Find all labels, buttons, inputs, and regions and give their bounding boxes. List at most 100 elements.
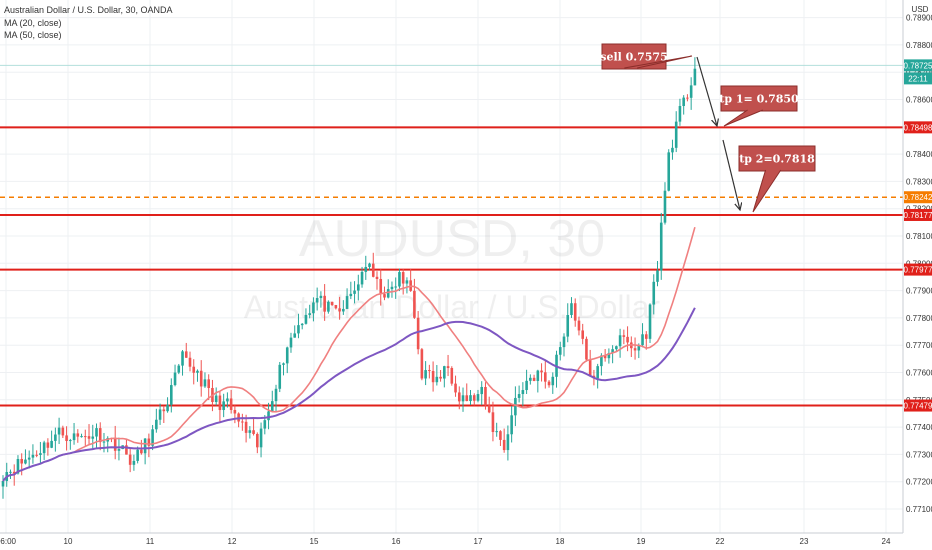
candle-body	[529, 377, 532, 381]
candle-body	[12, 471, 16, 474]
time-axis[interactable]: 06:00 10 11 12 15 16 17 18 19 22 23 24	[0, 532, 903, 546]
candle-body	[375, 276, 379, 279]
candle-body	[596, 366, 599, 379]
x-tick-label: 17	[474, 537, 483, 546]
candle-body	[435, 376, 439, 383]
candle-body	[499, 431, 502, 440]
candle-body	[521, 390, 525, 395]
candle-body	[667, 152, 671, 191]
candle-body	[289, 337, 293, 348]
candle-body	[656, 270, 659, 282]
candle-body	[207, 379, 210, 388]
callout-tp1-box	[720, 85, 798, 112]
candle-body	[270, 401, 274, 412]
candle-body	[274, 388, 278, 402]
countdown-label: 22:11	[908, 74, 928, 83]
candle-body	[536, 370, 540, 381]
candle-body	[102, 441, 106, 443]
candle-body	[495, 431, 498, 433]
candle-body	[484, 386, 487, 406]
legend-ma50: MA (50, close)	[4, 30, 62, 40]
candle-body	[394, 286, 397, 288]
candle-body	[267, 411, 270, 421]
candle-body	[327, 301, 330, 312]
candle-body	[140, 449, 143, 454]
level-price-label: 0.77479	[904, 402, 932, 411]
x-tick-label: 18	[556, 537, 565, 546]
candle-body	[57, 427, 61, 435]
candle-body	[334, 305, 338, 309]
x-tick-label: 22	[716, 537, 725, 546]
candle-body	[532, 377, 536, 381]
candle-body	[431, 370, 435, 383]
candle-body	[125, 445, 128, 455]
candle-body	[256, 433, 259, 448]
countdown-tag	[904, 72, 932, 85]
candle-body	[686, 97, 689, 99]
candle-body	[577, 320, 581, 331]
candle-body	[248, 430, 252, 433]
candle-body	[420, 349, 424, 379]
candle-body	[308, 313, 311, 315]
candle-body	[383, 294, 386, 298]
level-price-label: 0.77977	[904, 266, 932, 275]
x-tick-label: 10	[64, 537, 73, 546]
candle-body	[72, 433, 76, 441]
candle-body	[181, 351, 184, 366]
candle-body	[562, 336, 566, 348]
candle-body	[35, 454, 38, 456]
candle-body	[330, 301, 334, 306]
candle-body	[588, 359, 592, 376]
candle-body	[540, 370, 543, 373]
level-price-tag	[904, 121, 932, 134]
candle-body	[405, 280, 409, 284]
candle-body	[95, 428, 98, 437]
candle-body	[454, 383, 457, 393]
candle-body	[244, 421, 248, 433]
candle-body	[173, 372, 177, 386]
candle-body	[622, 335, 626, 337]
candle-body	[360, 271, 364, 285]
candle-body	[544, 372, 547, 382]
candle-body	[147, 438, 151, 446]
candle-body	[170, 385, 173, 405]
callout-sell-text: sell 0.7575	[600, 51, 667, 64]
candle-body	[600, 355, 603, 367]
candle-body	[693, 68, 697, 86]
candle-body	[637, 345, 641, 351]
candle-body	[162, 409, 166, 412]
callout-tp1-text: tp 1= 0.7850	[719, 93, 799, 106]
candle-body	[222, 401, 225, 411]
candle-body	[188, 357, 192, 367]
candle-body	[98, 428, 102, 443]
candle-body	[558, 347, 562, 355]
candle-body	[293, 333, 297, 338]
candle-body	[633, 348, 637, 351]
candle-body	[581, 330, 584, 339]
candle-body	[65, 435, 68, 441]
candle-body	[585, 338, 588, 360]
moving-averages	[2, 226, 696, 482]
candle-body	[663, 190, 667, 223]
candle-body	[398, 272, 401, 287]
candle-body	[413, 290, 416, 318]
callout-tp2-pointer	[752, 169, 782, 213]
chart-watermark: AUDUSD, 30 Australian Dollar / U.S. Doll…	[244, 210, 660, 325]
level-price-tag	[904, 399, 932, 412]
x-tick-label: 15	[310, 537, 319, 546]
candle-body	[401, 272, 405, 284]
price-axis[interactable]: 0.771000.772000.773000.774000.775000.776…	[902, 0, 932, 533]
candle-body	[9, 471, 12, 473]
candle-body	[39, 453, 42, 455]
candle-body	[16, 458, 20, 474]
candle-body	[615, 346, 618, 350]
candle-body	[525, 380, 528, 391]
candle-body	[573, 303, 577, 321]
candle-body	[379, 278, 383, 295]
